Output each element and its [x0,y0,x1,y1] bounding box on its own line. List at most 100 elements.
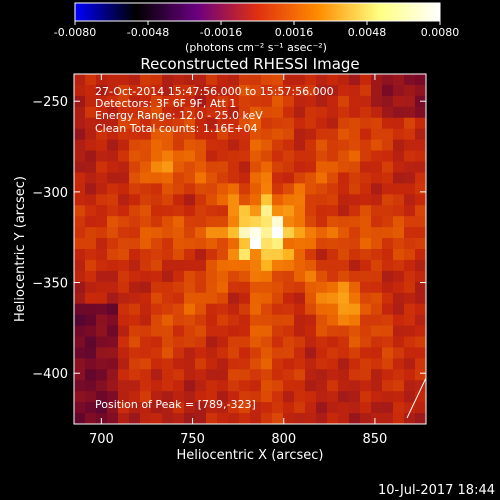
heatmap-cell [228,314,240,327]
heatmap-cell [261,194,273,206]
heatmap-cell [371,259,383,272]
heatmap-cell [206,227,218,239]
heatmap-cell [360,325,372,338]
heatmap-cell [294,303,306,316]
heatmap-cell [184,106,196,119]
heatmap-cell [217,161,229,174]
heatmap-cell [162,380,174,392]
heatmap-cell [250,227,262,239]
heatmap-cell [316,303,328,316]
heatmap-cell [393,74,405,86]
heatmap-cell [228,150,240,163]
heatmap-cell [151,347,163,359]
heatmap-cell [404,106,416,119]
heatmap-cell [107,172,119,184]
heatmap-cell [294,227,306,239]
heatmap-cell [239,150,251,163]
heatmap-cell [140,84,152,97]
heatmap-cell [327,161,339,174]
heatmap-cell [371,106,383,119]
heatmap-cell [415,194,426,206]
heatmap-cell [305,292,317,305]
heatmap-cell [294,95,306,108]
heatmap-cell [151,391,163,403]
heatmap-cell [261,205,273,217]
heatmap-cell [393,303,405,316]
heatmap-cell [217,358,229,370]
heatmap-cell [239,325,251,338]
heatmap-cell [283,84,295,97]
heatmap-cell [294,314,306,327]
heatmap-cell [74,216,86,228]
heatmap-cell [151,84,163,97]
heatmap-cell [283,194,295,206]
heatmap-cell [217,270,229,283]
heatmap-cell [415,106,426,119]
heatmap-cell [96,172,108,184]
heatmap-cell [327,292,339,305]
heatmap-cell [107,95,119,108]
heatmap-cell [184,270,196,283]
heatmap-cell [327,238,339,250]
heatmap-cell [349,281,361,294]
heatmap-cell [305,194,317,206]
heatmap-cell [250,303,262,316]
heatmap-cell [382,347,394,359]
colorbar-tick-label: 0.0080 [421,26,460,39]
heatmap-cell [360,281,372,294]
heatmap-cell [393,139,405,152]
heatmap-cell [85,194,97,206]
heatmap-cell [173,95,185,108]
heatmap-cell [96,402,108,414]
heatmap-cell [316,281,328,294]
heatmap-cell [228,172,240,184]
heatmap-cell [129,74,141,86]
heatmap-cell [283,303,295,316]
heatmap-cell [305,139,317,152]
heatmap-cell [294,172,306,184]
heatmap-cell [74,292,86,305]
heatmap-cell [107,106,119,119]
heatmap-cell [129,95,141,108]
heatmap-cell [162,95,174,108]
heatmap-cell [239,194,251,206]
heatmap-cell [393,270,405,283]
heatmap-cell [217,183,229,195]
heatmap-cell [305,150,317,163]
heatmap-cell [393,84,405,97]
heatmap-cell [118,194,130,206]
heatmap-cell [74,161,86,174]
heatmap-cell [349,358,361,370]
heatmap-cell [140,413,152,424]
heatmap-cell [327,95,339,108]
heatmap-cell [283,106,295,119]
heatmap-cell [228,74,240,86]
heatmap-cell [250,249,262,261]
heatmap-cell [316,249,328,261]
heatmap-cell [206,347,218,359]
heatmap-cell [85,205,97,217]
heatmap-cell [107,150,119,163]
heatmap-cell [272,325,284,338]
peak-position-label: Position of Peak = [789,-323] [95,398,256,411]
heatmap-cell [294,292,306,305]
heatmap-cell [85,303,97,316]
heatmap-cell [404,347,416,359]
heatmap-cell [415,281,426,294]
heatmap-cell [415,238,426,250]
heatmap-cell [338,402,350,414]
heatmap-cell [305,84,317,97]
heatmap-cell [173,281,185,294]
heatmap-cell [360,74,372,86]
heatmap-cell [217,314,229,327]
heatmap-cell [382,413,394,424]
heatmap-cell [327,380,339,392]
heatmap-cell [294,74,306,86]
heatmap-cell [195,358,207,370]
heatmap-cell [107,84,119,97]
heatmap-cell [162,194,174,206]
y-tick-label: −400 [32,367,68,382]
heatmap-cell [294,194,306,206]
heatmap-cell [338,172,350,184]
heatmap-cell [107,194,119,206]
